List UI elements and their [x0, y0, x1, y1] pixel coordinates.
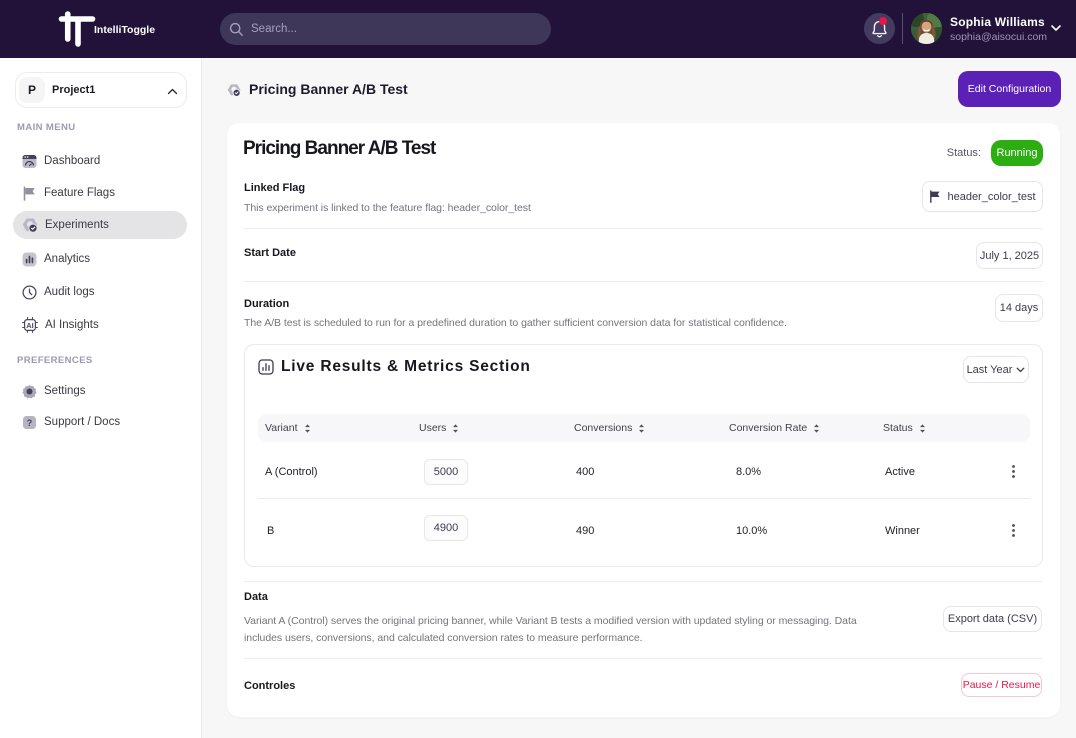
svg-text:AI: AI [26, 321, 34, 330]
svg-text:?: ? [27, 418, 33, 428]
